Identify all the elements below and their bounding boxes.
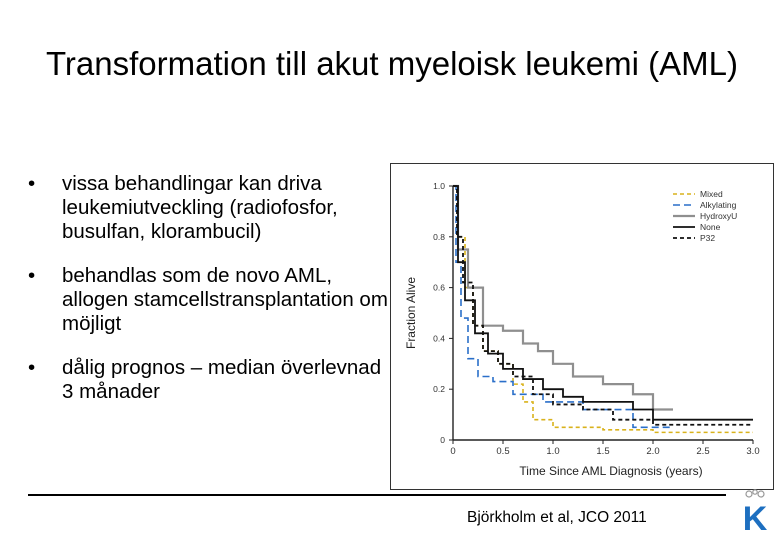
bullet-item: • behandlas som de novo AML, allogen sta… xyxy=(28,264,388,336)
series-line-none xyxy=(453,185,753,421)
bullet-marker: • xyxy=(28,264,36,287)
x-tick-label: 0.5 xyxy=(496,446,509,457)
bullet-item: • vissa behandlingar kan driva leukemiut… xyxy=(28,172,388,244)
bullet-text: vissa behandlingar kan driva leukemiutve… xyxy=(62,172,338,243)
bullet-text: dålig prognos – median överlevnad 3 måna… xyxy=(62,356,382,403)
series-line-p32 xyxy=(453,185,753,426)
legend-label: HydroxyU xyxy=(700,211,737,221)
series-line-hydroxyu xyxy=(453,184,673,411)
y-tick-label: 0 xyxy=(440,435,445,445)
bullet-item: • dålig prognos – median överlevnad 3 må… xyxy=(28,356,388,404)
footer-divider xyxy=(28,494,726,496)
logo-letter: K xyxy=(743,500,768,533)
bullet-marker: • xyxy=(28,172,36,195)
survival-chart-figure: 0 0.2 0.4 0.6 0.8 1.0 0 0.5 1.0 1.5 2.0 2.5 3.0 Time … xyxy=(390,163,774,490)
x-tick-label: 1.5 xyxy=(596,446,609,457)
bullet-list: • vissa behandlingar kan driva leukemiut… xyxy=(28,172,388,424)
x-tick-label: 1.0 xyxy=(546,446,559,457)
bullet-marker: • xyxy=(28,356,36,379)
x-tick-label: 2.0 xyxy=(646,446,659,457)
survival-chart: 0 0.2 0.4 0.6 0.8 1.0 0 0.5 1.0 1.5 2.0 2.5 3.0 Time … xyxy=(404,181,760,478)
y-tick-label: 0.4 xyxy=(433,333,445,343)
y-tick-label: 0.8 xyxy=(433,232,445,242)
x-tick-label: 3.0 xyxy=(746,446,759,457)
y-tick-label: 0.6 xyxy=(433,283,445,293)
institution-logo: K xyxy=(743,489,768,533)
bullet-text: behandlas som de novo AML, allogen stamc… xyxy=(62,264,388,335)
y-tick-label: 0.2 xyxy=(433,384,445,394)
y-tick-label: 1.0 xyxy=(433,181,445,191)
legend-label: None xyxy=(700,222,721,232)
citation: Björkholm et al, JCO 2011 xyxy=(467,509,647,526)
x-tick-label: 0 xyxy=(450,446,455,457)
x-tick-label: 2.5 xyxy=(696,446,709,457)
legend-label: P32 xyxy=(700,233,715,243)
slide-title: Transformation till akut myeloisk leukem… xyxy=(46,45,738,82)
legend-label: Mixed xyxy=(700,189,723,199)
y-axis-label: Fraction Alive xyxy=(404,277,418,349)
legend-label: Alkylating xyxy=(700,200,737,210)
x-axis-label: Time Since AML Diagnosis (years) xyxy=(519,464,702,478)
